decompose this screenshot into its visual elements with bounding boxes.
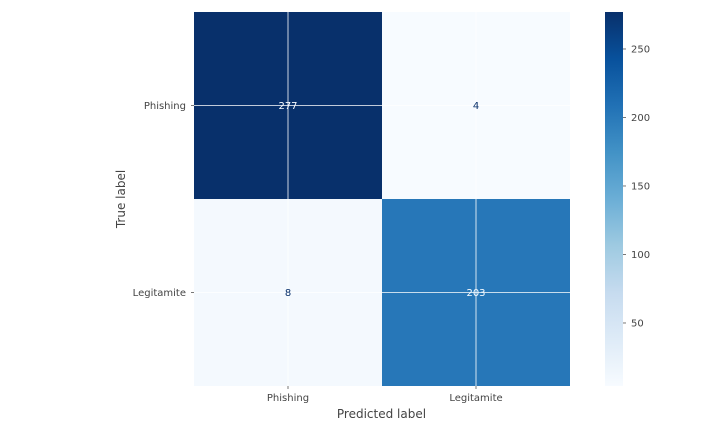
colorbar-ticks: 50 100 150 200 250 [623,44,650,329]
colorbar [605,12,623,386]
colorbar-tick-label-4: 250 [631,44,650,55]
x-axis-ticks: Phishing Legitamite [267,386,503,404]
y-tick-label-0: Phishing [144,101,186,112]
colorbar-gradient [605,12,623,386]
cell-value-r1-c1: 203 [466,288,485,299]
y-tick-label-1: Legitamite [133,288,186,299]
cell-value-r0-c1: 4 [473,101,479,112]
x-tick-label-1: Legitamite [449,393,502,404]
colorbar-tick-label-1: 100 [631,250,650,261]
cell-value-r1-c0: 8 [285,288,291,299]
gridlines [194,12,570,386]
heatmap-cells [194,12,570,386]
x-axis-title: Predicted label [337,407,426,421]
cell-value-r0-c0: 277 [278,101,297,112]
x-tick-label-0: Phishing [267,393,309,404]
colorbar-tick-label-3: 200 [631,113,650,124]
cell-value-labels: 277 4 8 203 [278,101,485,299]
y-axis-title: True label [114,170,128,229]
colorbar-tick-label-2: 150 [631,181,650,192]
colorbar-tick-label-0: 50 [631,318,644,329]
y-axis-ticks: Phishing Legitamite [133,101,194,299]
